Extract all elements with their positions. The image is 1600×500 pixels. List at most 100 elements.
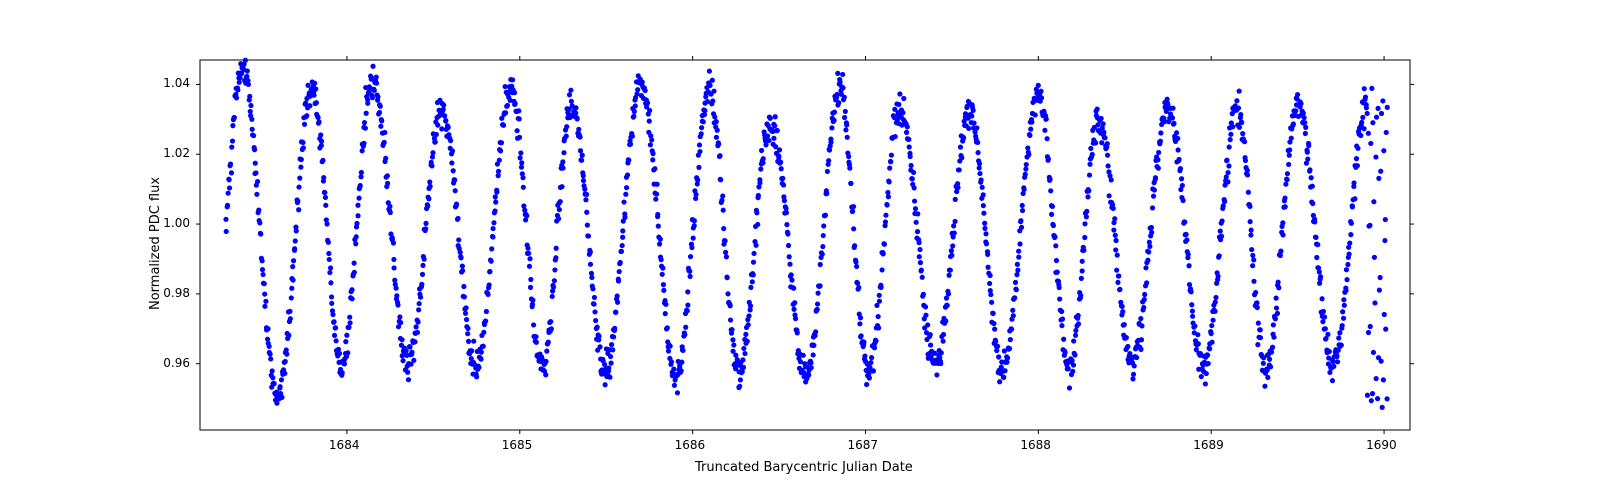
data-point bbox=[789, 278, 794, 283]
data-point bbox=[717, 153, 722, 158]
data-point bbox=[766, 138, 771, 143]
data-point bbox=[487, 282, 492, 287]
data-point bbox=[517, 135, 522, 140]
data-point bbox=[1090, 152, 1095, 157]
data-point bbox=[845, 135, 850, 140]
data-point bbox=[1066, 366, 1071, 371]
data-point bbox=[1378, 169, 1383, 174]
data-point bbox=[777, 147, 782, 152]
data-point bbox=[1336, 335, 1341, 340]
data-point bbox=[1170, 106, 1175, 111]
data-point bbox=[1321, 309, 1326, 314]
data-point bbox=[1117, 287, 1122, 292]
data-point bbox=[1086, 188, 1091, 193]
data-point bbox=[1323, 326, 1328, 331]
data-point bbox=[1325, 332, 1330, 337]
data-point bbox=[608, 354, 613, 359]
data-point bbox=[609, 342, 614, 347]
data-point bbox=[465, 326, 470, 331]
x-tick-label: 1684 bbox=[329, 438, 360, 452]
data-point bbox=[287, 309, 292, 314]
data-point bbox=[1342, 303, 1347, 308]
data-point bbox=[1363, 94, 1368, 99]
data-point bbox=[1366, 330, 1371, 335]
data-point bbox=[775, 128, 780, 133]
data-point bbox=[452, 177, 457, 182]
data-point bbox=[692, 218, 697, 223]
data-point bbox=[1013, 280, 1018, 285]
data-point bbox=[238, 75, 243, 80]
data-point bbox=[1059, 323, 1064, 328]
data-point bbox=[877, 299, 882, 304]
data-point bbox=[383, 156, 388, 161]
data-point bbox=[633, 103, 638, 108]
data-point bbox=[694, 192, 699, 197]
data-point bbox=[782, 198, 787, 203]
data-point bbox=[297, 176, 302, 181]
data-point bbox=[850, 209, 855, 214]
data-point bbox=[296, 184, 301, 189]
data-point bbox=[610, 347, 615, 352]
data-point bbox=[1080, 268, 1085, 273]
data-point bbox=[1310, 184, 1315, 189]
data-point bbox=[808, 360, 813, 365]
data-point bbox=[1255, 342, 1260, 347]
data-point bbox=[820, 244, 825, 249]
data-point bbox=[893, 134, 898, 139]
data-point bbox=[370, 64, 375, 69]
data-point bbox=[1340, 323, 1345, 328]
data-point bbox=[1179, 176, 1184, 181]
data-point bbox=[661, 288, 666, 293]
data-point bbox=[465, 331, 470, 336]
data-point bbox=[1207, 346, 1212, 351]
data-point bbox=[1036, 83, 1041, 88]
data-point bbox=[294, 228, 299, 233]
data-point bbox=[897, 91, 902, 96]
data-point bbox=[585, 223, 590, 228]
data-point bbox=[591, 302, 596, 307]
data-point bbox=[493, 194, 498, 199]
data-point bbox=[1385, 105, 1390, 110]
data-point bbox=[375, 94, 380, 99]
data-point bbox=[492, 208, 497, 213]
data-point bbox=[358, 183, 363, 188]
data-point bbox=[1105, 153, 1110, 158]
data-point bbox=[953, 219, 958, 224]
data-point bbox=[1012, 295, 1017, 300]
data-point bbox=[757, 180, 762, 185]
data-point bbox=[372, 88, 377, 93]
data-point bbox=[846, 154, 851, 159]
data-point bbox=[1124, 335, 1129, 340]
data-point bbox=[1331, 364, 1336, 369]
x-tick-label: 1688 bbox=[1020, 438, 1051, 452]
data-point bbox=[406, 377, 411, 382]
data-point bbox=[491, 220, 496, 225]
data-point bbox=[754, 210, 759, 215]
data-point bbox=[751, 260, 756, 265]
data-point bbox=[460, 263, 465, 268]
data-point bbox=[906, 137, 911, 142]
data-point bbox=[567, 92, 572, 97]
data-point bbox=[1149, 230, 1154, 235]
data-point bbox=[725, 275, 730, 280]
data-point bbox=[649, 137, 654, 142]
data-point bbox=[858, 315, 863, 320]
data-point bbox=[840, 85, 845, 90]
data-point bbox=[225, 203, 230, 208]
data-point bbox=[590, 286, 595, 291]
data-point bbox=[1114, 268, 1119, 273]
data-point bbox=[991, 321, 996, 326]
data-point bbox=[559, 184, 564, 189]
data-point bbox=[450, 148, 455, 153]
figure-container: Truncated Barycentric Julian Date Normal… bbox=[0, 0, 1600, 500]
data-point bbox=[461, 284, 466, 289]
data-point bbox=[588, 250, 593, 255]
data-point bbox=[361, 141, 366, 146]
data-point bbox=[896, 102, 901, 107]
data-point bbox=[1384, 396, 1389, 401]
data-point bbox=[712, 114, 717, 119]
data-point bbox=[1379, 111, 1384, 116]
data-point bbox=[904, 130, 909, 135]
data-point bbox=[619, 249, 624, 254]
data-point bbox=[262, 291, 267, 296]
